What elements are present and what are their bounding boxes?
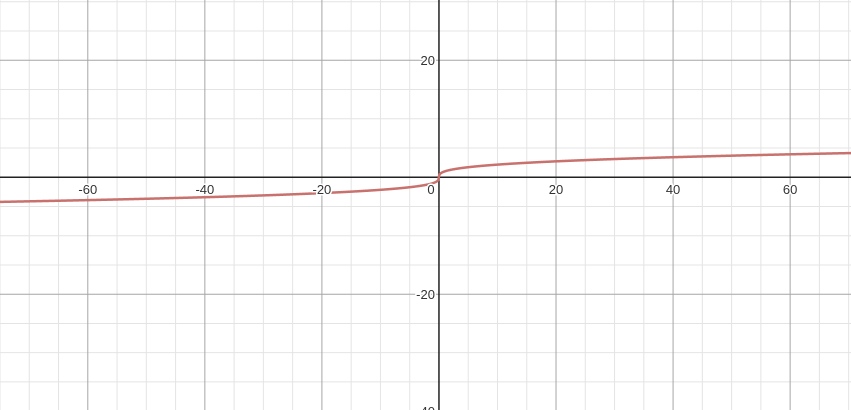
y-tick-label: -20	[416, 287, 435, 302]
tick-labels: -60 -40 -20 0 20 40 60 20 -20 -40	[77, 52, 799, 410]
curve-layer	[0, 151, 851, 204]
x-tick-label: 20	[549, 182, 563, 197]
x-tick-label: 0	[427, 182, 434, 197]
x-tick-label: -60	[78, 182, 97, 197]
x-tick-label: 60	[783, 182, 797, 197]
x-tick-label: -20	[313, 182, 332, 197]
y-tick-label: 20	[420, 53, 434, 68]
y-tick-label: -40	[416, 404, 435, 410]
x-tick-label: -40	[195, 182, 214, 197]
x-tick-label: 40	[666, 182, 680, 197]
cube-root-curve[interactable]	[0, 151, 851, 204]
